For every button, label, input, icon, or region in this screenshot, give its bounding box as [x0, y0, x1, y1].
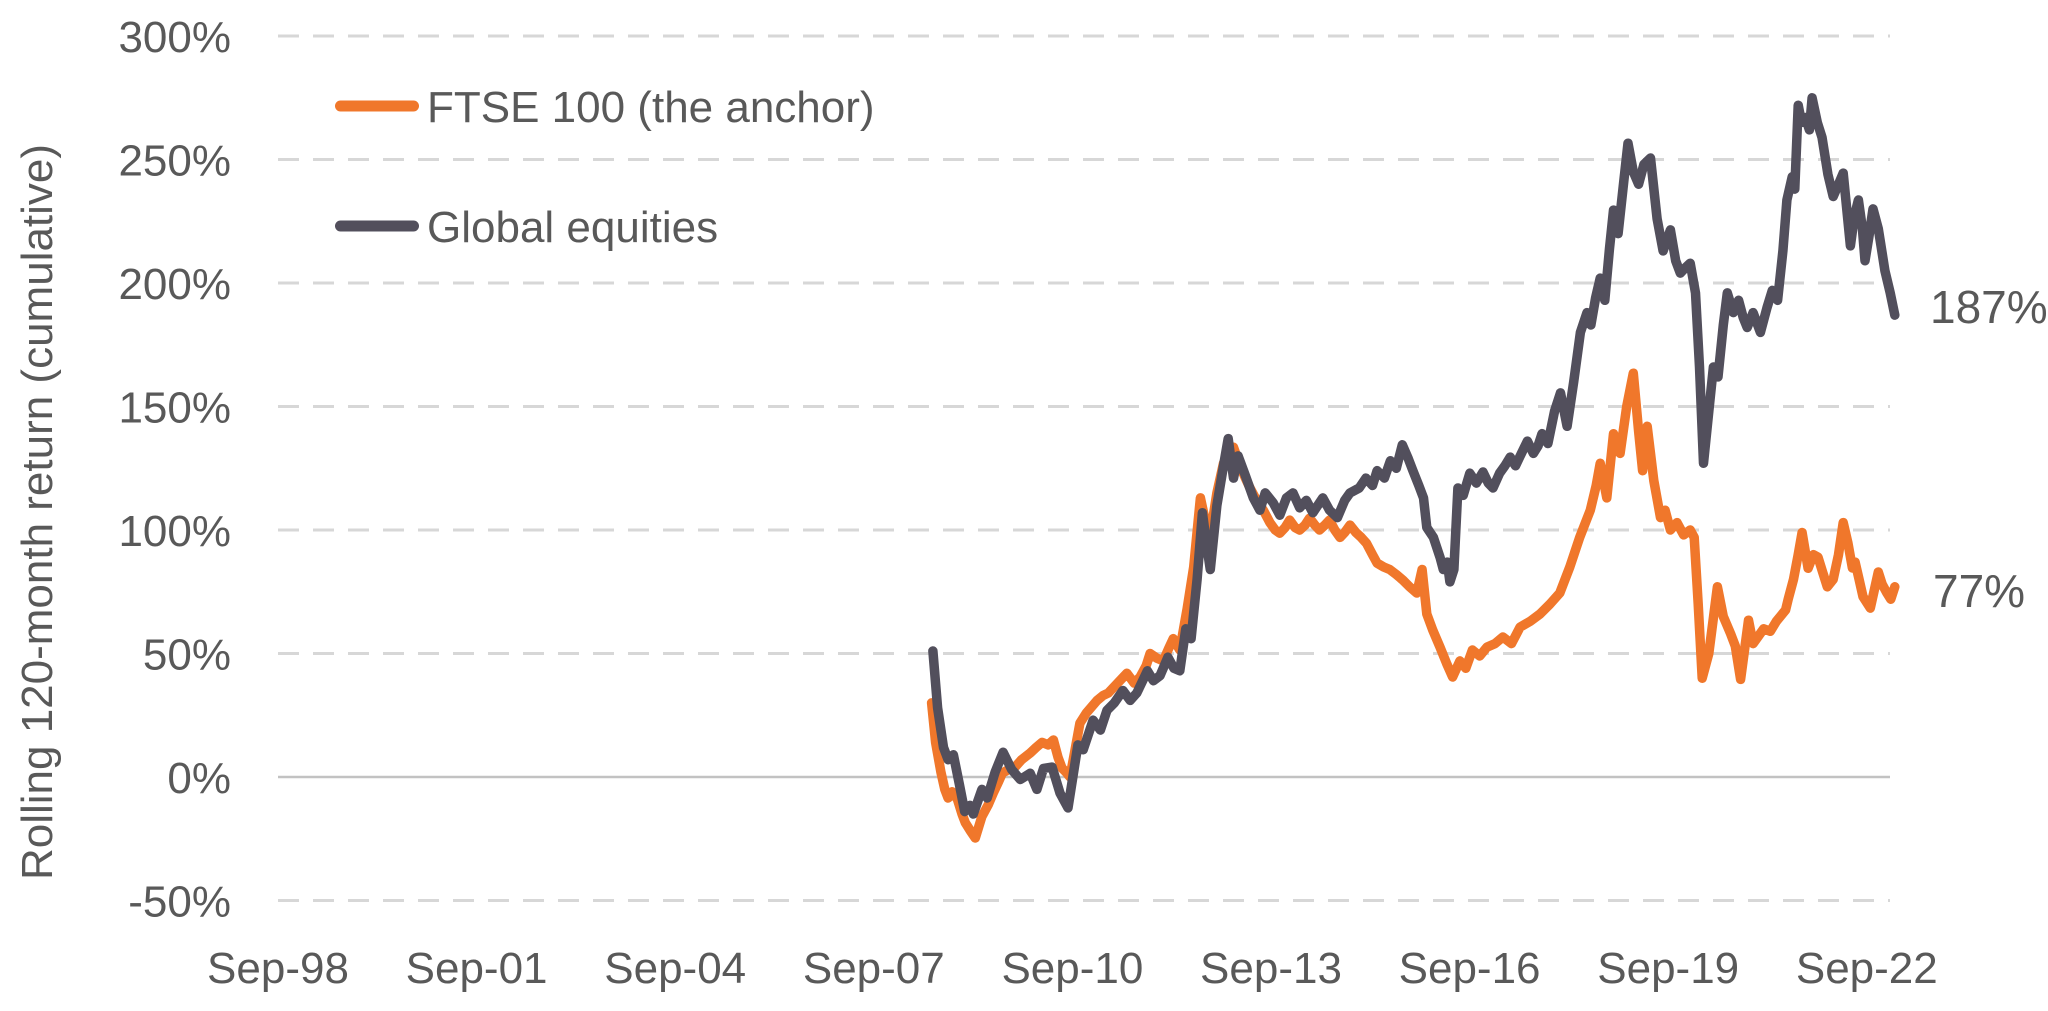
y-axis-tick-labels: 300% 250% 200% 150% 100% 50% 0% -50% [118, 13, 231, 927]
ftse-legend-label: FTSE 100 (the anchor) [427, 83, 875, 132]
legend-item-global-equities: Global equities [335, 203, 718, 252]
y-tick-label: 50% [143, 631, 231, 680]
y-tick-label: -50% [128, 878, 231, 927]
y-tick-label: 250% [118, 137, 231, 186]
y-tick-label: 150% [118, 384, 231, 433]
x-tick-label: Sep-04 [604, 944, 746, 993]
series-lines [926, 93, 1900, 843]
y-tick-label: 300% [118, 13, 231, 62]
global-equities-end-value-label: 187% [1930, 281, 2048, 333]
x-tick-label: Sep-10 [1001, 944, 1143, 993]
gridlines [278, 34, 1890, 902]
x-tick-label: Sep-01 [406, 944, 548, 993]
x-tick-label: Sep-19 [1597, 944, 1739, 993]
ftse-end-value-label: 77% [1933, 565, 2025, 617]
series-line-global-equities [928, 93, 1900, 819]
y-tick-label: 0% [167, 754, 231, 803]
x-tick-label: Sep-16 [1399, 944, 1541, 993]
x-tick-label: Sep-07 [803, 944, 945, 993]
x-axis-tick-labels: Sep-98 Sep-01 Sep-04 Sep-07 Sep-10 Sep-13 Sep-… [207, 944, 1938, 993]
ftse-legend-swatch [335, 100, 419, 112]
x-tick-label: Sep-98 [207, 944, 349, 993]
y-tick-label: 200% [118, 260, 231, 309]
global-equities-legend-swatch [335, 220, 419, 232]
x-tick-label: Sep-22 [1796, 944, 1938, 993]
y-axis-title: Rolling 120-month return (cumulative) [13, 144, 62, 880]
y-tick-label: 100% [118, 507, 231, 556]
legend: FTSE 100 (the anchor) Global equities [335, 83, 875, 252]
legend-item-ftse: FTSE 100 (the anchor) [335, 83, 875, 132]
x-tick-label: Sep-13 [1200, 944, 1342, 993]
global-equities-legend-label: Global equities [427, 203, 718, 252]
